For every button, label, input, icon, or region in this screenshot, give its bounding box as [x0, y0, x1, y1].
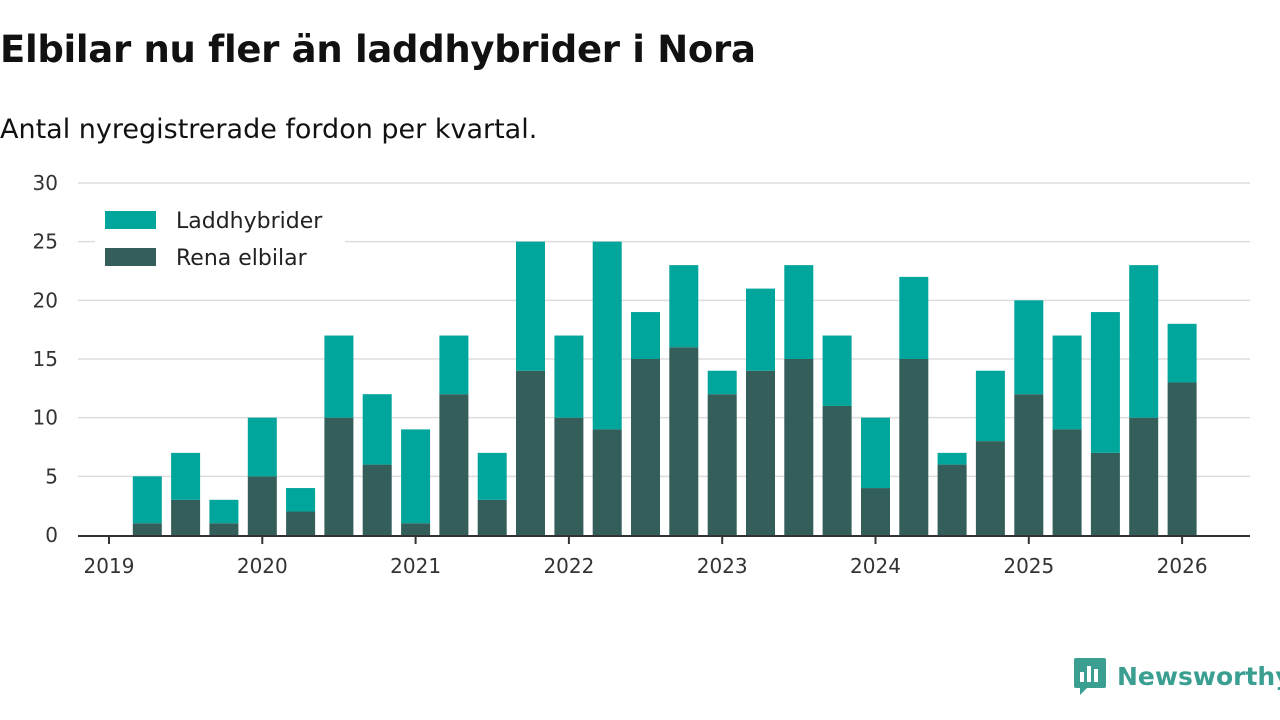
- bar-rena-elbilar: [209, 523, 239, 535]
- bar-rena-elbilar: [171, 499, 201, 535]
- bar-laddhybrider: [477, 452, 507, 500]
- bar-rena-elbilar: [1090, 452, 1120, 535]
- x-tick-label: 2026: [1157, 554, 1208, 578]
- bar-laddhybrider: [439, 335, 469, 395]
- bar-rena-elbilar: [975, 441, 1005, 535]
- bar-laddhybrider: [324, 335, 354, 418]
- bar-rena-elbilar: [1052, 429, 1082, 535]
- legend: Laddhybrider Rena elbilar: [95, 200, 345, 276]
- x-tick-label: 2020: [237, 554, 288, 578]
- bar-laddhybrider: [822, 335, 852, 406]
- bar-laddhybrider: [937, 452, 967, 465]
- bar-rena-elbilar: [1129, 417, 1159, 535]
- bar-laddhybrider: [1014, 300, 1044, 395]
- bar-rena-elbilar: [899, 359, 929, 535]
- bars: [132, 241, 1197, 535]
- bar-laddhybrider: [171, 452, 201, 500]
- bar-laddhybrider: [209, 499, 239, 524]
- newsworthy-logo-icon: [1074, 658, 1106, 695]
- bar-laddhybrider: [286, 488, 316, 512]
- bar-rena-elbilar: [746, 370, 775, 535]
- bar-laddhybrider: [592, 241, 622, 430]
- bar-rena-elbilar: [362, 464, 392, 535]
- y-tick-label: 5: [45, 464, 58, 488]
- bar-laddhybrider: [247, 417, 277, 477]
- brand-name: Newsworthy: [1117, 661, 1280, 691]
- bar-laddhybrider: [362, 394, 392, 465]
- y-tick-label: 15: [33, 347, 58, 371]
- y-tick-label: 10: [33, 406, 58, 430]
- bar-rena-elbilar: [516, 370, 545, 535]
- bar-laddhybrider: [554, 335, 584, 418]
- bar-rena-elbilar: [1014, 394, 1044, 535]
- y-tick-label: 25: [33, 230, 58, 254]
- bar-laddhybrider: [401, 429, 431, 524]
- x-tick-label: 2024: [850, 554, 901, 578]
- bar-laddhybrider: [1090, 312, 1120, 453]
- bar-laddhybrider: [746, 288, 775, 371]
- bar-rena-elbilar: [439, 394, 469, 535]
- x-tick-label: 2021: [390, 554, 441, 578]
- y-tick-label: 30: [33, 171, 58, 195]
- bar-laddhybrider: [1129, 265, 1159, 418]
- bar-rena-elbilar: [554, 417, 584, 535]
- bar-rena-elbilar: [401, 523, 431, 535]
- brand: Newsworthy: [1073, 656, 1280, 696]
- bar-rena-elbilar: [286, 511, 316, 535]
- legend-swatch: [105, 248, 156, 266]
- legend-swatch: [105, 211, 156, 229]
- bar-rena-elbilar: [1167, 382, 1197, 535]
- bar-rena-elbilar: [707, 394, 737, 535]
- bar-laddhybrider: [861, 417, 890, 489]
- bar-rena-elbilar: [937, 464, 967, 535]
- x-tick-label: 2023: [697, 554, 748, 578]
- bar-laddhybrider: [516, 241, 545, 371]
- bar-rena-elbilar: [592, 429, 622, 535]
- bar-rena-elbilar: [861, 488, 890, 535]
- bar-rena-elbilar: [822, 405, 852, 535]
- chart-title: Elbilar nu fler än laddhybrider i Nora: [0, 28, 756, 71]
- bar-laddhybrider: [975, 370, 1005, 442]
- y-tick-label: 0: [45, 523, 58, 547]
- legend-label: Laddhybrider: [176, 209, 323, 234]
- bar-laddhybrider: [1052, 335, 1082, 430]
- bar-rena-elbilar: [477, 499, 507, 535]
- x-tick-label: 2019: [84, 554, 135, 578]
- bar-laddhybrider: [132, 476, 162, 524]
- bar-rena-elbilar: [132, 523, 162, 535]
- bar-laddhybrider: [1167, 323, 1197, 383]
- legend-label: Rena elbilar: [176, 246, 308, 271]
- y-tick-label: 20: [33, 288, 58, 312]
- bar-laddhybrider: [707, 370, 737, 395]
- bar-rena-elbilar: [324, 417, 354, 535]
- x-tick-label: 2025: [1003, 554, 1054, 578]
- bar-laddhybrider: [899, 276, 929, 359]
- bar-rena-elbilar: [669, 347, 699, 535]
- bar-rena-elbilar: [631, 359, 660, 535]
- bar-rena-elbilar: [247, 476, 277, 535]
- bar-rena-elbilar: [784, 359, 814, 535]
- x-tick-label: 2022: [543, 554, 594, 578]
- chart-subtitle: Antal nyregistrerade fordon per kvartal.: [0, 114, 538, 145]
- bar-laddhybrider: [669, 265, 699, 348]
- bar-laddhybrider: [631, 312, 660, 359]
- bar-laddhybrider: [784, 265, 814, 359]
